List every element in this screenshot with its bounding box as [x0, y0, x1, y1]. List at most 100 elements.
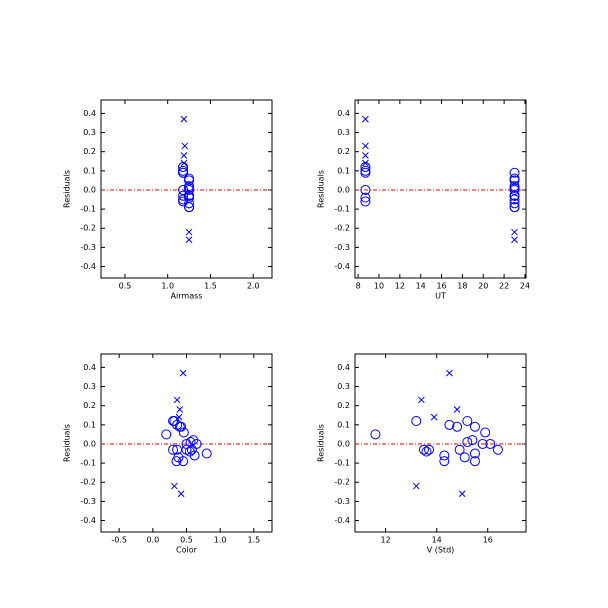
point-stroke — [181, 142, 189, 150]
point — [444, 419, 455, 430]
point — [360, 184, 371, 195]
point — [469, 421, 480, 432]
point-stroke — [412, 482, 420, 490]
point — [184, 190, 195, 201]
x-tick-label: 10 — [374, 282, 384, 291]
x-tick-label: 14 — [416, 282, 426, 291]
point — [172, 444, 183, 455]
point — [439, 456, 450, 467]
x-axis-label: V (Std) — [427, 546, 455, 555]
point — [459, 452, 470, 463]
y-tick-label: -0.4 — [80, 262, 96, 271]
point — [462, 437, 473, 448]
x-tick-label: 1.0 — [214, 536, 227, 545]
y-tick-label: -0.2 — [334, 224, 350, 233]
y-tick-label: 0.1 — [337, 166, 350, 175]
point — [189, 450, 200, 461]
point — [362, 115, 369, 123]
y-tick-label: 0.4 — [83, 363, 96, 372]
point-stroke — [180, 115, 188, 123]
y-tick-label: 0.2 — [83, 147, 96, 156]
point — [360, 167, 371, 178]
point — [418, 444, 429, 455]
x-tick-label: 16 — [436, 282, 446, 291]
panel: -0.4 -0.3 -0.2 -0.1 0.0 0.1 0.2 0.3 0.4 0.5 1.0 1.5… — [63, 99, 273, 301]
point — [176, 406, 184, 413]
point — [477, 438, 488, 449]
point-stroke — [362, 152, 369, 159]
x-tick-label: 20 — [478, 282, 488, 291]
y-tick-label: 0.4 — [337, 109, 350, 118]
point — [184, 181, 195, 192]
point — [439, 450, 450, 461]
x-tick-label: 1.5 — [247, 536, 260, 545]
x-tick-label: 8 — [356, 282, 361, 291]
plot-frame — [354, 99, 527, 279]
y-axis-label: Residuals — [317, 170, 326, 208]
y-tick-label: 0.2 — [337, 147, 350, 156]
point — [370, 429, 381, 440]
y-tick-label: -0.4 — [334, 516, 350, 525]
point — [411, 415, 422, 426]
y-axis-label: Residuals — [317, 424, 326, 462]
x-tick-label: 22 — [499, 282, 509, 291]
point — [178, 190, 189, 201]
point — [421, 446, 432, 457]
point — [180, 115, 188, 123]
point-stroke — [430, 413, 438, 421]
x-tick-label: 12 — [381, 536, 391, 545]
point-stroke — [453, 406, 461, 413]
point — [161, 429, 172, 440]
point-stroke — [180, 152, 188, 159]
point — [360, 192, 371, 203]
point — [362, 152, 369, 159]
point-stroke — [177, 490, 185, 498]
point — [446, 369, 453, 377]
y-tick-label: 0.2 — [337, 401, 350, 410]
point — [509, 173, 520, 184]
point — [509, 202, 520, 213]
x-tick-label: 12 — [395, 282, 405, 291]
point — [178, 167, 189, 178]
point — [424, 444, 435, 455]
point — [453, 406, 461, 413]
point — [480, 427, 491, 438]
x-tick-label: -0.5 — [111, 536, 127, 545]
point — [181, 438, 192, 449]
y-tick-label: -0.3 — [80, 243, 96, 252]
y-tick-label: -0.4 — [334, 262, 350, 271]
point — [412, 482, 420, 490]
point — [184, 184, 195, 195]
plot-frame — [354, 353, 527, 533]
y-axis-label: Residuals — [63, 170, 72, 208]
y-tick-label: 0.3 — [337, 128, 350, 137]
y-tick-label: 0.1 — [337, 420, 350, 429]
point-stroke — [176, 406, 184, 413]
point — [362, 159, 369, 167]
panel: -0.4 -0.3 -0.2 -0.1 0.0 0.1 0.2 0.3 0.4 12 14 16 V (… — [317, 353, 527, 555]
point — [168, 444, 179, 455]
y-tick-label: -0.1 — [80, 205, 96, 214]
y-tick-label: -0.2 — [80, 224, 96, 233]
y-tick-label: -0.4 — [80, 516, 96, 525]
point — [185, 228, 193, 236]
point — [509, 190, 520, 201]
point — [178, 161, 189, 172]
x-tick-label: 0.5 — [180, 536, 193, 545]
y-tick-label: 0.3 — [83, 128, 96, 137]
point — [452, 421, 463, 432]
point-stroke — [171, 482, 178, 490]
point — [509, 198, 520, 209]
y-tick-label: 0.0 — [337, 185, 350, 194]
y-tick-label: 0.4 — [337, 363, 350, 372]
point — [509, 194, 520, 205]
plot-frame — [100, 99, 273, 279]
point — [509, 167, 520, 178]
point-stroke — [185, 228, 193, 236]
point — [511, 228, 518, 236]
y-tick-label: -0.1 — [334, 205, 350, 214]
y-axis-label: Residuals — [63, 424, 72, 462]
point-stroke — [511, 228, 518, 236]
point — [180, 159, 188, 167]
point — [184, 202, 195, 213]
